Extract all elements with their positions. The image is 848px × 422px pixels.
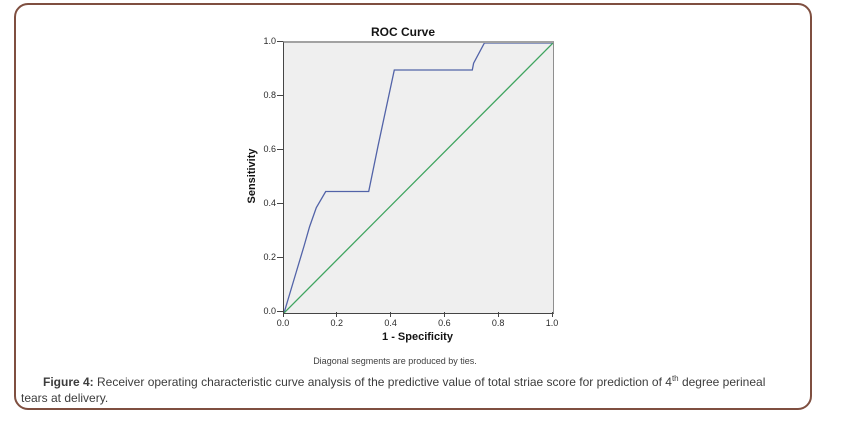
- roc-curve: [284, 43, 553, 313]
- x-tick-mark: [443, 312, 445, 317]
- figure-caption-label: Figure 4:: [43, 375, 94, 389]
- y-tick-mark: [277, 40, 283, 42]
- x-tick-label: 0.0: [276, 318, 290, 328]
- y-tick-label: 0.6: [263, 144, 276, 154]
- ties-footnote: Diagonal segments are produced by ties.: [313, 356, 477, 366]
- chart-title: ROC Curve: [370, 25, 435, 39]
- x-tick-label: 0.6: [438, 318, 451, 328]
- y-tick-label: 0.2: [263, 252, 276, 262]
- y-tick-mark: [277, 148, 283, 150]
- y-tick-label: 0.8: [263, 90, 276, 100]
- y-tick-mark: [277, 94, 283, 96]
- figure-caption-superscript: th: [671, 374, 679, 383]
- x-axis-title: 1 - Specificity: [382, 331, 453, 343]
- x-tick-mark: [551, 312, 553, 317]
- figure-caption: Figure 4: Receiver operating characteris…: [21, 375, 795, 406]
- x-tick-label: 0.8: [491, 318, 505, 328]
- plot-area: [283, 41, 554, 314]
- y-tick-label: 1.0: [263, 36, 276, 46]
- figure-border: [14, 3, 812, 410]
- x-tick-mark: [282, 312, 284, 317]
- y-tick-mark: [277, 256, 283, 258]
- figure-caption-text: Receiver operating characteristic curve …: [93, 375, 672, 389]
- y-tick-mark: [277, 310, 283, 312]
- y-tick-mark: [277, 202, 283, 204]
- reference-line: [284, 43, 553, 313]
- roc-plot-svg: [284, 43, 553, 313]
- y-tick-label: 0.4: [263, 198, 276, 208]
- x-tick-mark: [336, 312, 338, 317]
- y-axis-title: Sensitivity: [246, 148, 258, 204]
- figure-caption-text-after: degree perineal tears at delivery.: [21, 375, 766, 405]
- x-tick-mark: [390, 312, 392, 317]
- y-tick-label: 0.0: [263, 306, 276, 316]
- x-tick-mark: [497, 312, 499, 317]
- x-tick-label: 0.2: [330, 318, 344, 328]
- x-tick-label: 1.0: [545, 318, 559, 328]
- x-tick-label: 0.4: [384, 318, 397, 328]
